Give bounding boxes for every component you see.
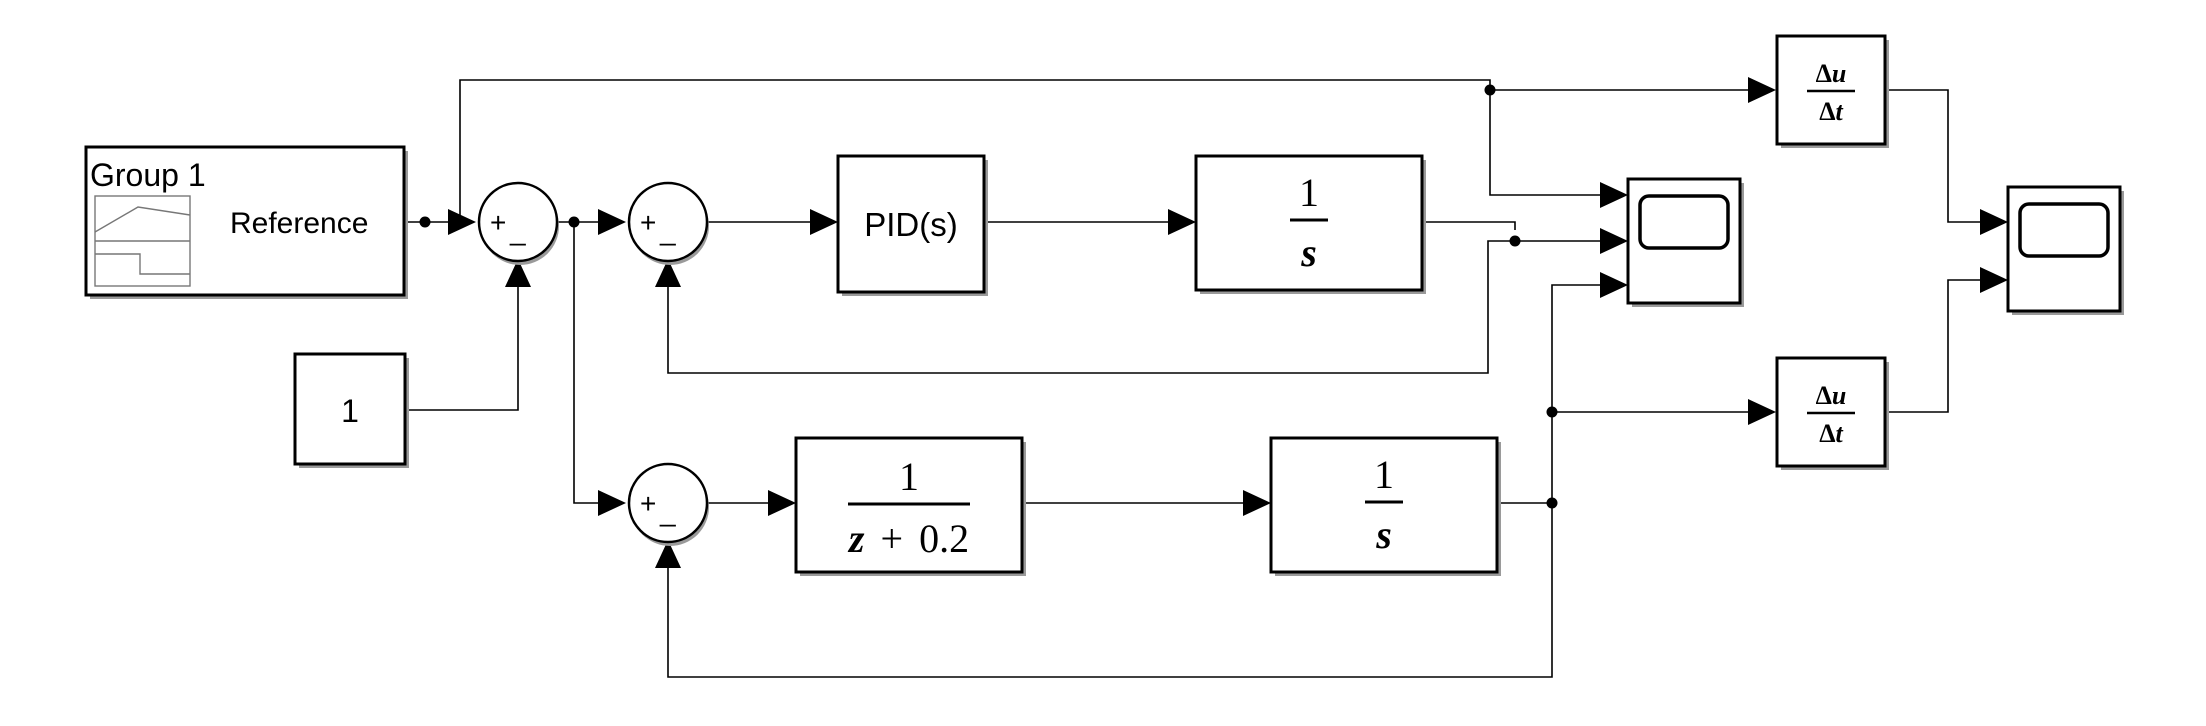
signal-builder-icon xyxy=(94,195,191,287)
derivative-bottom-denominator: Δt xyxy=(1819,419,1843,448)
scope-icon xyxy=(2018,202,2110,258)
derivative-block-bottom[interactable]: Δu Δt xyxy=(1775,356,1889,470)
integrator-top-denominator: s xyxy=(1300,230,1317,275)
pid-controller-block[interactable]: PID(s) xyxy=(836,154,988,296)
derivative-top-denominator: Δt xyxy=(1819,97,1843,126)
derivative-block-top[interactable]: Δu Δt xyxy=(1775,34,1889,148)
constant-block[interactable]: 1 xyxy=(293,352,409,468)
integrator-top-numerator: 1 xyxy=(1299,170,1319,215)
sum-plus: + xyxy=(490,207,506,238)
signal-lines xyxy=(408,79,1980,678)
sum-minus: _ xyxy=(659,215,676,246)
sum-block-2[interactable]: + _ xyxy=(627,181,709,265)
discrete-tf-numerator: 1 xyxy=(899,454,919,499)
signal-builder-block[interactable]: Group 1 Reference xyxy=(84,145,408,299)
integrator-block-bottom[interactable]: 1 s xyxy=(1269,436,1501,576)
constant-value: 1 xyxy=(341,393,359,429)
group-label: Group 1 xyxy=(90,157,206,193)
branch-points xyxy=(419,84,1558,509)
scope-block-1[interactable] xyxy=(1626,177,1744,307)
discrete-transfer-function-block[interactable]: 1 z + 0.2 xyxy=(794,436,1026,576)
scope-icon xyxy=(1638,194,1730,250)
sum-block-3[interactable]: + _ xyxy=(627,462,709,546)
derivative-top-numerator: Δu xyxy=(1816,59,1847,88)
sum-minus: _ xyxy=(509,215,526,246)
sum-plus: + xyxy=(640,488,656,519)
reference-label: Reference xyxy=(230,207,368,240)
integrator-block-top[interactable]: 1 s xyxy=(1194,154,1426,294)
sum-minus: _ xyxy=(659,496,676,527)
integrator-bottom-numerator: 1 xyxy=(1374,452,1394,497)
arrowheads xyxy=(448,77,2008,568)
integrator-bottom-denominator: s xyxy=(1375,512,1392,557)
scope-block-2[interactable] xyxy=(2006,185,2124,315)
pid-label: PID(s) xyxy=(864,206,958,243)
sum-block-1[interactable]: + _ xyxy=(477,181,559,265)
derivative-bottom-numerator: Δu xyxy=(1816,381,1847,410)
sum-plus: + xyxy=(640,207,656,238)
discrete-tf-denominator: z + 0.2 xyxy=(847,516,969,561)
